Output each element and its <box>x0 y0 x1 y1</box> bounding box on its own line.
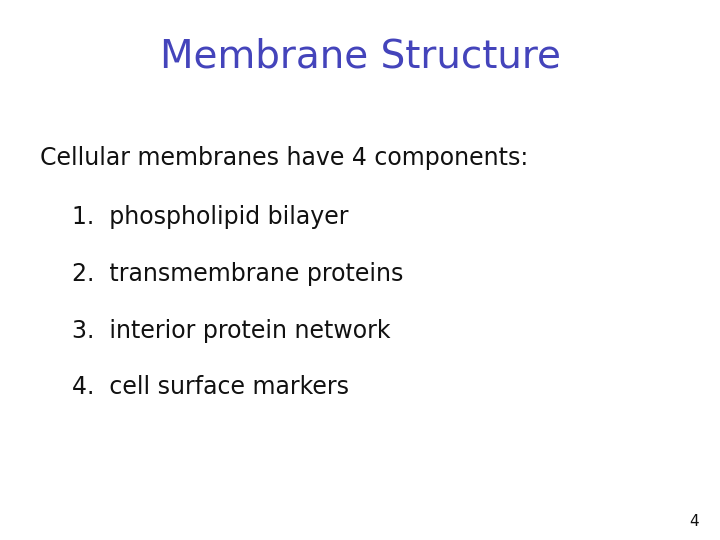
Text: 1.  phospholipid bilayer: 1. phospholipid bilayer <box>72 205 348 229</box>
Text: 2.  transmembrane proteins: 2. transmembrane proteins <box>72 262 403 286</box>
Text: Membrane Structure: Membrane Structure <box>160 38 560 76</box>
Text: 4: 4 <box>689 514 698 529</box>
Text: 3.  interior protein network: 3. interior protein network <box>72 319 390 342</box>
Text: 4.  cell surface markers: 4. cell surface markers <box>72 375 349 399</box>
Text: Cellular membranes have 4 components:: Cellular membranes have 4 components: <box>40 146 528 170</box>
